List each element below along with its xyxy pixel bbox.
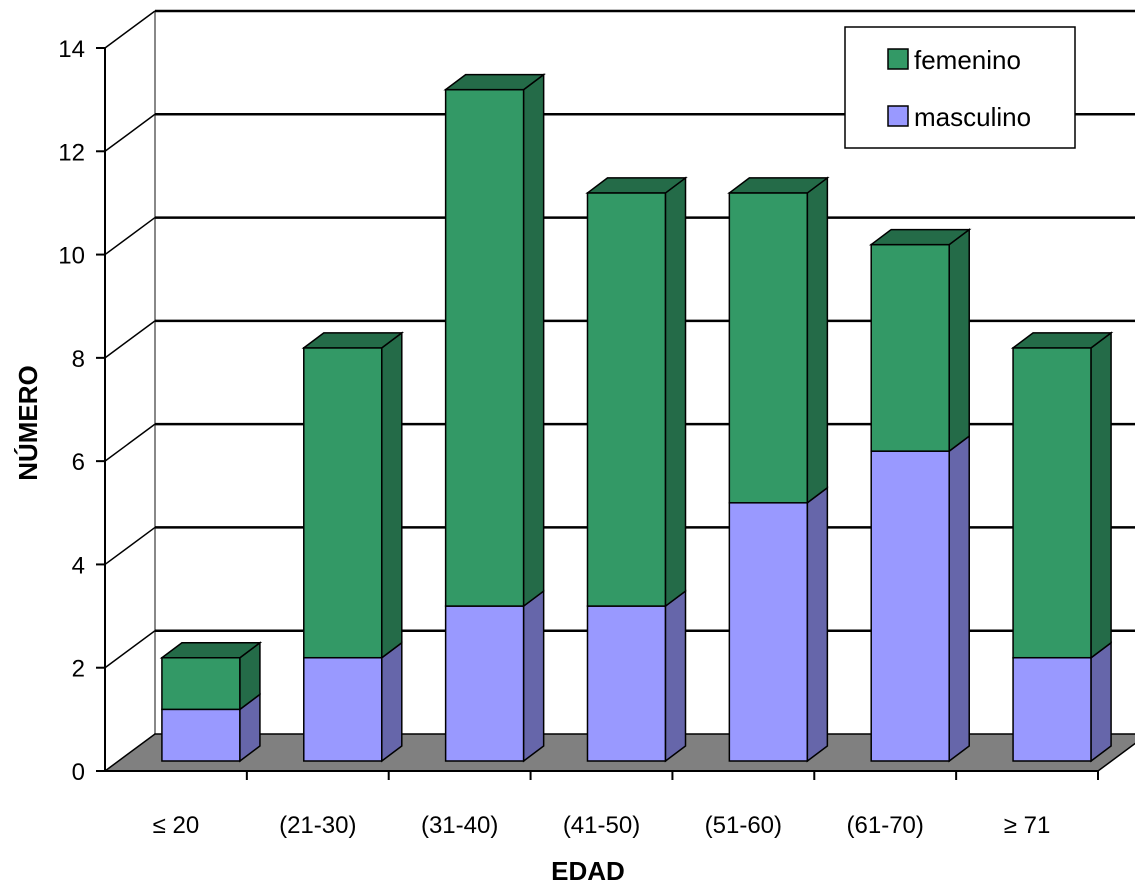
gridline-diagonal: [104, 10, 156, 49]
gridline-diagonal: [104, 113, 156, 152]
y-tick-label: 10: [58, 243, 85, 270]
x-tick-label: (31-40): [421, 812, 498, 839]
legend-label-femenino: femenino: [914, 45, 1021, 75]
bar-side-femenino: [522, 73, 545, 608]
legend-swatch-femenino: [887, 48, 909, 70]
bar-masculino: [444, 605, 525, 762]
bar-top-femenino: [727, 177, 830, 194]
bar-masculino: [728, 502, 809, 762]
y-tick-label: 2: [72, 656, 85, 683]
bar-side-femenino: [806, 176, 829, 505]
bar-masculino: [586, 605, 667, 762]
bar-top-femenino: [585, 177, 688, 194]
legend-label-masculino: masculino: [914, 102, 1031, 132]
legend-swatch-masculino: [887, 105, 909, 127]
bar-top-femenino: [301, 332, 405, 349]
legend: femenino masculino: [844, 26, 1076, 149]
y-tick-label: 12: [58, 139, 85, 166]
x-axis-title: EDAD: [551, 856, 625, 884]
bar-femenino: [303, 347, 383, 659]
bar-masculino: [161, 708, 241, 762]
bar-side-masculino: [1090, 641, 1112, 763]
bar-femenino: [1012, 347, 1092, 659]
y-tick-labels: 0 2 4 6 8 10 12 14: [58, 36, 85, 786]
bar-femenino: [161, 656, 241, 711]
x-tick-label: (51-60): [705, 812, 782, 839]
bar-femenino: [870, 243, 950, 452]
bar-side-femenino: [664, 176, 687, 608]
bar-side-femenino: [948, 228, 970, 453]
gridline-diagonal: [104, 423, 156, 462]
gridline-diagonal: [104, 320, 156, 359]
y-tick-label: 14: [58, 36, 85, 63]
bar-femenino: [444, 88, 525, 607]
bar-femenino: [586, 192, 667, 607]
bar-side-masculino: [806, 486, 829, 763]
bar-side-masculino: [381, 641, 403, 763]
y-tick-label: 0: [72, 759, 85, 786]
bar-side-masculino: [522, 589, 545, 763]
y-tick-label: 4: [72, 552, 85, 579]
bar-side-masculino: [948, 434, 970, 763]
bars: [159, 73, 1114, 763]
gridline-diagonal: [104, 526, 156, 566]
bar-masculino: [1012, 656, 1092, 762]
legend-box: [844, 26, 1076, 149]
bar-top-femenino: [443, 73, 546, 91]
y-axis-title: NÚMERO: [13, 365, 43, 481]
bar-side-femenino: [1090, 331, 1112, 660]
bar-top-femenino: [159, 641, 263, 659]
bar-top-femenino: [1010, 332, 1114, 349]
bar-side-masculino: [664, 589, 687, 763]
bar-side-femenino: [381, 331, 403, 660]
x-tick-label: (41-50): [563, 812, 640, 839]
bar-masculino: [303, 656, 383, 762]
x-tick-label: ≤ 20: [153, 812, 200, 839]
x-tick-labels: ≤ 20 (21-30) (31-40) (41-50) (51-60) (61-70) ≥…: [153, 812, 1051, 839]
x-tick-label: (21-30): [279, 812, 356, 839]
bar-femenino: [728, 192, 809, 504]
axes: [96, 47, 1099, 780]
y-tick-label: 8: [72, 346, 85, 373]
y-tick-label: 6: [72, 449, 85, 476]
x-tick-label: ≥ 71: [1004, 812, 1051, 839]
bar-top-femenino: [868, 228, 972, 246]
bar-masculino: [870, 450, 950, 762]
gridline-diagonal: [104, 216, 156, 256]
gridline-diagonal: [104, 630, 156, 669]
x-tick-label: (61-70): [847, 812, 924, 839]
